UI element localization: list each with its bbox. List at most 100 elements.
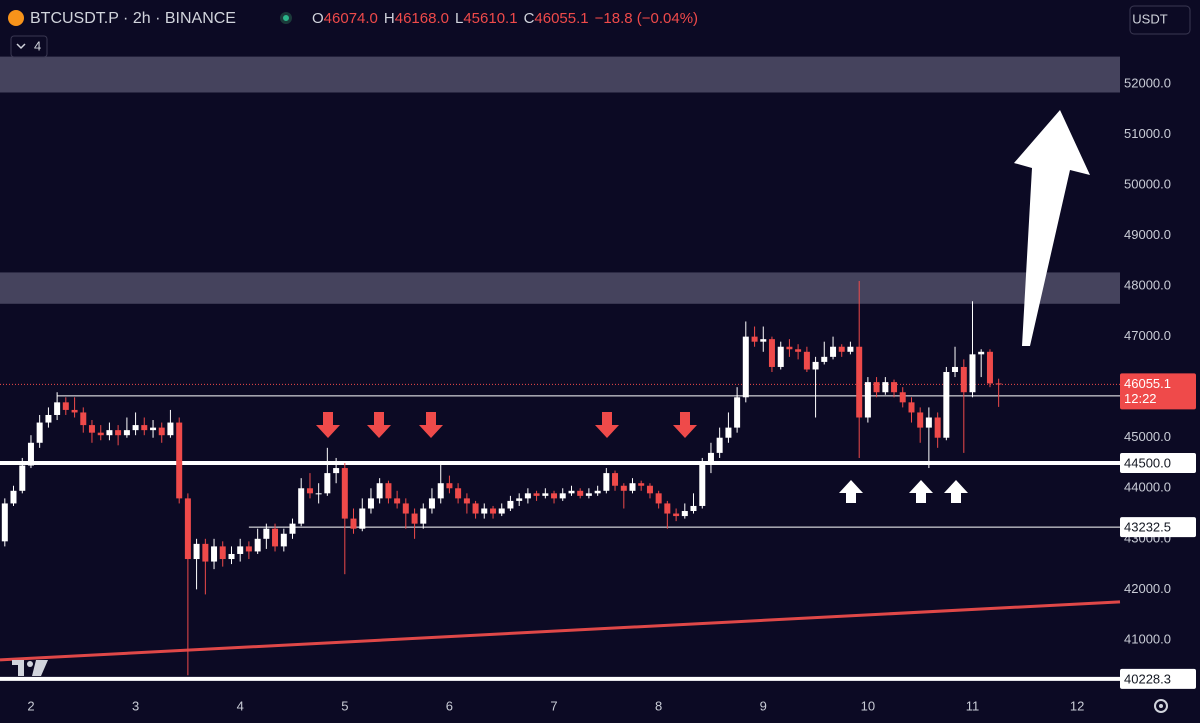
big-up-arrow [1014, 110, 1090, 346]
settings-icon[interactable] [1154, 699, 1168, 713]
candle-body [289, 523, 296, 534]
ohlc-value: 46055.1 [534, 10, 588, 27]
candle-body [568, 490, 575, 494]
tv-logo [12, 660, 48, 676]
candle-body [115, 430, 122, 436]
candle-body [394, 498, 401, 504]
candle-body [891, 382, 898, 393]
candle-body [917, 412, 924, 428]
level-label: 40228.3 [1124, 671, 1171, 686]
y-tick-label: 45000.0 [1124, 429, 1171, 444]
chevron [16, 43, 26, 50]
candle-body [202, 543, 209, 562]
candle-body [88, 425, 95, 433]
candle-body [54, 402, 61, 415]
candle-body [777, 346, 784, 367]
candle-body [786, 346, 793, 350]
gear[interactable] [1154, 699, 1168, 713]
currency-button[interactable] [1129, 5, 1191, 35]
candle-body [612, 473, 619, 486]
candle-body [490, 508, 497, 514]
last-price-box [1120, 373, 1196, 410]
candle-body [751, 336, 758, 342]
candle-body [193, 543, 200, 560]
zone [0, 56, 1120, 93]
last-price-label: 46055.1 [1124, 376, 1171, 391]
candle-body [1, 503, 8, 542]
candle-body [254, 538, 261, 552]
candle-body [62, 402, 69, 410]
candle-body [507, 500, 514, 509]
ohlc-value: 46074.0 [324, 10, 378, 27]
candle-body [150, 427, 157, 431]
candle-body [167, 422, 174, 436]
candle-body [638, 483, 645, 486]
candle-body [795, 349, 802, 352]
candle-body [211, 546, 218, 562]
x-tick-label: 4 [237, 698, 244, 713]
candle-body [272, 528, 279, 547]
candle-body [481, 508, 488, 514]
candle-body [376, 483, 383, 499]
candle-body [934, 417, 941, 438]
y-tick-label: 50000.0 [1124, 176, 1171, 191]
candle-body [228, 553, 235, 560]
indicator-toggle[interactable] [10, 35, 48, 58]
indicator-count: 4 [34, 38, 41, 53]
candle-body [620, 485, 627, 491]
candle-body [742, 336, 749, 398]
countdown: 12:22 [1124, 391, 1157, 406]
up-arrow [944, 480, 968, 503]
zone [0, 272, 1120, 304]
candle-body [516, 498, 523, 501]
down-arrow [367, 412, 391, 438]
candle-body [585, 493, 592, 496]
candle-body [36, 422, 43, 443]
candle-body [542, 493, 549, 496]
x-tick-label: 11 [966, 698, 980, 713]
candle-body [681, 511, 688, 517]
candle-body [237, 546, 244, 554]
logo-part [32, 660, 48, 676]
candle-body [768, 339, 775, 367]
annotations [316, 110, 1090, 503]
header: BTCUSDT.P · 2h · BINANCE O46074.0 H46168.… [8, 5, 1191, 58]
candle-body [899, 392, 906, 403]
candle-body [812, 361, 819, 370]
candle-body [551, 493, 558, 499]
price-axis: 2 3 4 5 6 7 8 9 10 11 12 52000.0 51000.0 50000.0 49000… [27, 75, 1196, 713]
candle-body [315, 493, 322, 495]
candle-body [577, 490, 584, 496]
candle-body [629, 483, 636, 491]
trendline [0, 600, 1121, 662]
x-tick-label: 7 [550, 698, 557, 713]
candle-body [455, 488, 462, 499]
status-dot [280, 12, 292, 24]
candle-body [106, 430, 113, 436]
candle-body [821, 356, 828, 362]
candle-body [707, 452, 714, 463]
level-label-box [1120, 668, 1196, 689]
candle-body [350, 518, 357, 529]
candle-body [847, 346, 854, 352]
candle-body [760, 339, 767, 342]
candle-body [385, 483, 392, 499]
candle-body [690, 505, 697, 512]
candle-body [646, 485, 653, 494]
level-label: 43232.5 [1124, 520, 1171, 535]
candle-body [420, 508, 427, 524]
candle-body [97, 432, 104, 436]
ohlc-value: 45610.1 [463, 10, 517, 27]
candle-body [245, 546, 252, 552]
ohlc-key: L [455, 10, 463, 27]
y-tick-label: 49000.0 [1124, 227, 1171, 242]
level-label: 44500.0 [1124, 455, 1171, 470]
y-tick-label: 48000.0 [1124, 278, 1171, 293]
candle-body [341, 468, 348, 519]
y-tick-label: 44000.0 [1124, 480, 1171, 495]
candle-body [925, 417, 932, 428]
x-tick-label: 9 [760, 698, 767, 713]
currency: USDT [1132, 11, 1167, 26]
candle-body [864, 382, 871, 418]
